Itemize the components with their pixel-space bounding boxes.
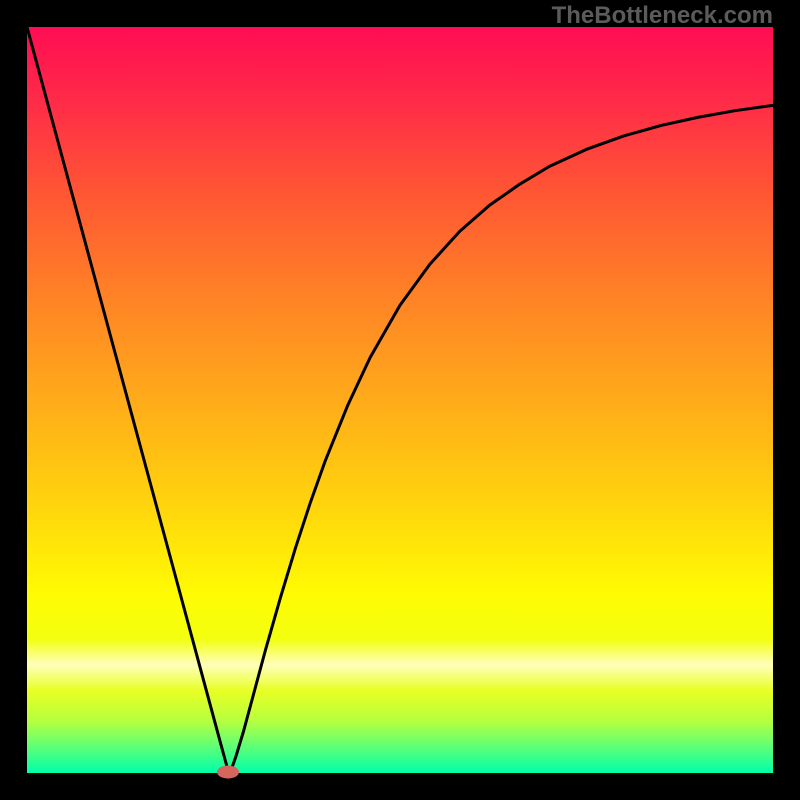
chart-stage: TheBottleneck.com bbox=[0, 0, 800, 800]
plot-gradient-area bbox=[27, 27, 773, 773]
minimum-point-marker bbox=[217, 765, 239, 778]
watermark-label: TheBottleneck.com bbox=[552, 2, 773, 30]
